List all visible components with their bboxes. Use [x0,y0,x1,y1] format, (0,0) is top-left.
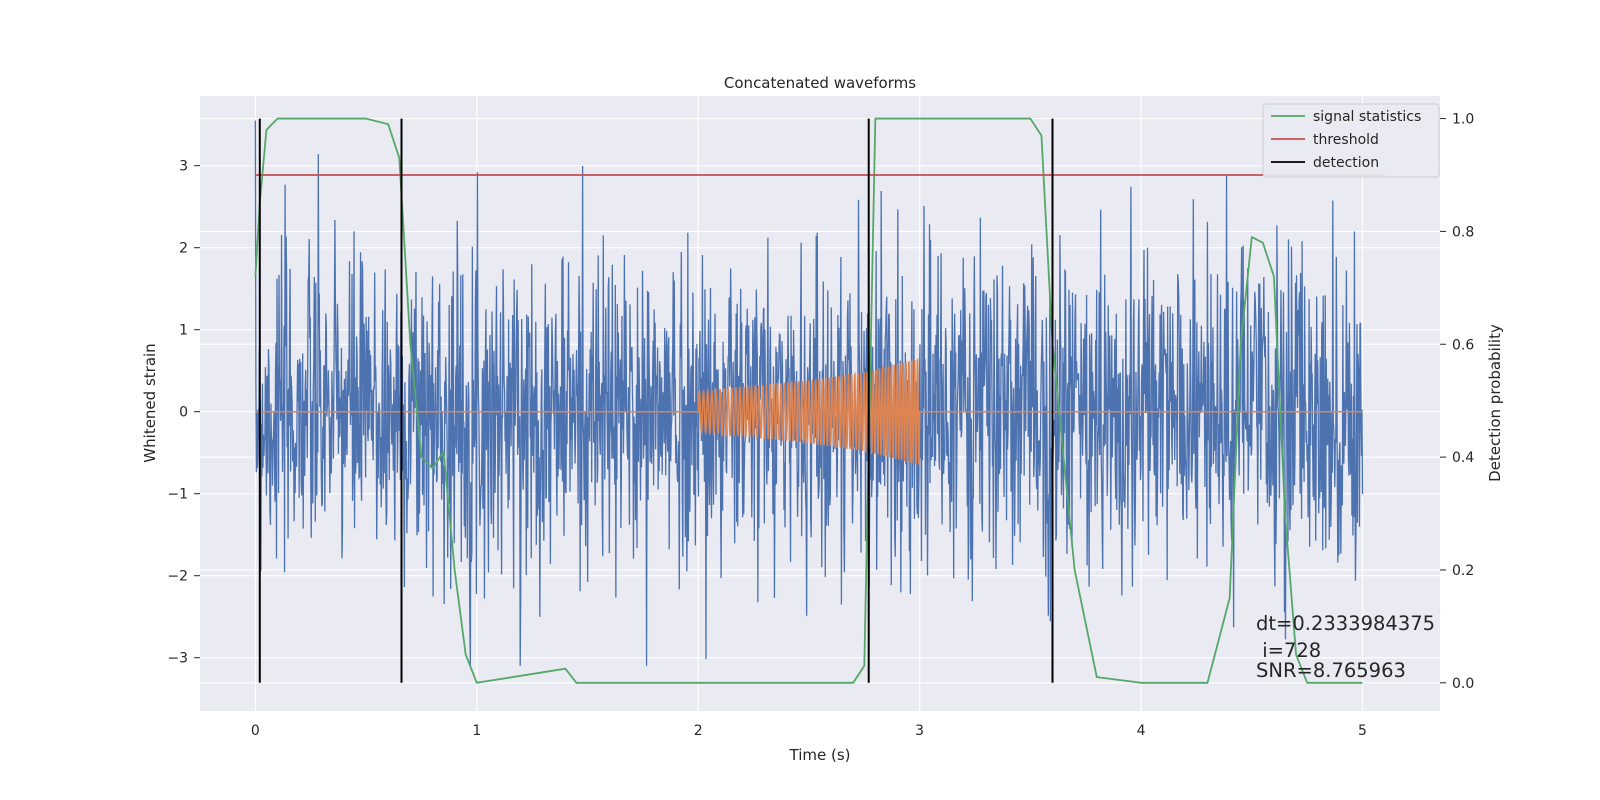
annotation-i: i=728 [1256,639,1321,662]
x-tick-label: 4 [1137,723,1146,739]
y-left-tick-label: 0 [179,405,188,421]
strain-noise-line [254,120,1364,666]
y-axis-label-left: Whitened strain [141,343,159,462]
tick-labels: 0 1 2 3 4 5 −3 −2 −1 0 1 2 3 0.0 0.2 0.4 0.6 0.8 1.0 [167,112,1474,739]
annotation: dt=0.2333984375 i=728 SNR=8.765963 [1256,612,1435,682]
y-left-tick-label: 1 [179,323,188,339]
annotation-dt: dt=0.2333984375 [1256,612,1435,635]
y-right-tick-label: 0.4 [1452,450,1474,466]
y-left-tick-label: −2 [167,569,188,585]
legend: signal statistics threshold detection [1262,103,1440,178]
injected-waveform-line [255,358,1363,466]
y-right-tick-label: 0.0 [1452,676,1474,692]
signal-statistics-line [254,117,1363,684]
legend-label-detection: detection [1313,155,1379,171]
y-right-tick-label: 1.0 [1452,112,1474,128]
y-left-tick-label: −1 [167,487,188,503]
x-axis-label: Time (s) [789,746,851,764]
y-left-tick-label: 3 [179,159,188,175]
y-right-tick-label: 0.2 [1452,563,1474,579]
y-left-tick-label: −3 [167,651,188,667]
y-right-tick-label: 0.6 [1452,337,1474,353]
x-tick-label: 5 [1358,723,1367,739]
annotation-snr: SNR=8.765963 [1256,659,1406,682]
legend-label-threshold: threshold [1313,132,1379,148]
x-tick-label: 1 [472,723,481,739]
x-tick-label: 0 [251,723,260,739]
x-tick-label: 2 [694,723,703,739]
chart-title: Concatenated waveforms [724,74,916,92]
y-axis-label-right: Detection probability [1486,324,1504,482]
y-right-tick-label: 0.8 [1452,224,1474,240]
x-tick-label: 3 [915,723,924,739]
series-layer [254,117,1385,684]
y-left-tick-label: 2 [179,241,188,257]
legend-box [1262,103,1440,178]
legend-label-signal-statistics: signal statistics [1313,109,1421,125]
